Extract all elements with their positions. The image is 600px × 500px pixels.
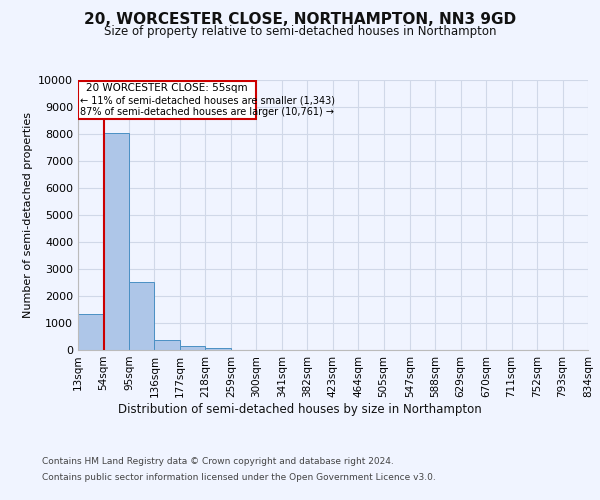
Bar	[129, 282, 154, 350]
Text: Contains public sector information licensed under the Open Government Licence v3: Contains public sector information licen…	[42, 472, 436, 482]
Bar	[78, 314, 103, 350]
Text: ← 11% of semi-detached houses are smaller (1,343): ← 11% of semi-detached houses are smalle…	[80, 95, 335, 105]
Text: 20 WORCESTER CLOSE: 55sqm: 20 WORCESTER CLOSE: 55sqm	[86, 82, 248, 92]
Bar	[78, 80, 256, 119]
Bar	[205, 348, 231, 350]
Text: Size of property relative to semi-detached houses in Northampton: Size of property relative to semi-detach…	[104, 25, 496, 38]
Y-axis label: Number of semi-detached properties: Number of semi-detached properties	[23, 112, 32, 318]
Bar	[154, 340, 180, 350]
Text: Distribution of semi-detached houses by size in Northampton: Distribution of semi-detached houses by …	[118, 402, 482, 415]
Text: Contains HM Land Registry data © Crown copyright and database right 2024.: Contains HM Land Registry data © Crown c…	[42, 458, 394, 466]
Bar	[103, 134, 129, 350]
Bar	[180, 346, 205, 350]
Text: 20, WORCESTER CLOSE, NORTHAMPTON, NN3 9GD: 20, WORCESTER CLOSE, NORTHAMPTON, NN3 9G…	[84, 12, 516, 28]
Text: 87% of semi-detached houses are larger (10,761) →: 87% of semi-detached houses are larger (…	[80, 107, 334, 117]
